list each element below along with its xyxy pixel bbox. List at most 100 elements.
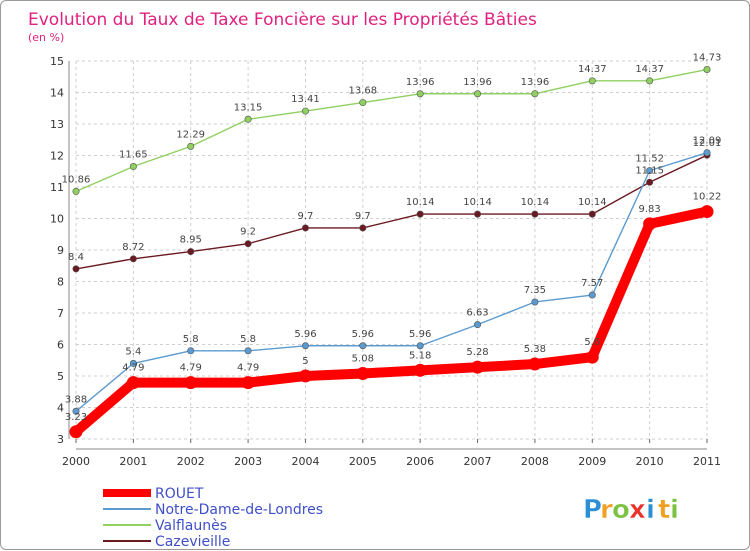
x-tick-label: 2005 (349, 455, 377, 468)
data-label: 13.96 (463, 77, 492, 88)
logo-letter: i (646, 495, 655, 525)
data-label: 7.35 (524, 285, 546, 296)
logo-letter: t (658, 495, 670, 525)
logo-letter: i (670, 495, 679, 525)
data-label: 5.6 (584, 337, 600, 348)
data-label: 9.83 (639, 204, 661, 215)
data-point (129, 359, 137, 367)
data-point (588, 77, 596, 85)
data-point (244, 240, 252, 248)
x-tick-label: 2010 (636, 455, 664, 468)
data-point (359, 99, 367, 107)
x-tick-label: 2011 (693, 455, 721, 468)
legend-label: Valflaunès (155, 518, 227, 534)
data-label: 6.63 (466, 308, 488, 319)
data-point (703, 66, 711, 74)
x-tick-label: 2001 (119, 455, 147, 468)
data-label: 10.14 (406, 197, 435, 208)
y-tick-label: 10 (50, 213, 64, 226)
data-label: 5 (302, 356, 308, 367)
data-label: 10.14 (578, 197, 607, 208)
data-labels: 8.4 8.72 8.95 9.2 9.7 9.7 10.14 10.14 10.14 10.14… (62, 53, 722, 423)
data-point (129, 163, 137, 171)
x-tick-label: 2007 (464, 455, 492, 468)
chart-unit-label: (en %) (28, 31, 64, 44)
data-point (301, 342, 309, 350)
data-label: 8.4 (68, 252, 84, 263)
data-label: 13.96 (406, 77, 435, 88)
data-point (474, 90, 482, 98)
data-point (588, 210, 596, 218)
y-tick-label: 15 (50, 55, 64, 68)
y-tick-label: 4 (57, 402, 64, 415)
logo-letter: o (612, 495, 630, 525)
series-line-valflaun-s (75, 68, 708, 193)
data-label: 13.96 (521, 77, 550, 88)
data-point (703, 149, 711, 157)
data-label: 14.37 (635, 64, 664, 75)
data-point (646, 77, 654, 85)
y-tick-label: 11 (50, 181, 64, 194)
data-point (241, 376, 255, 390)
data-label: 8.72 (122, 242, 144, 253)
x-tick-label: 2006 (406, 455, 434, 468)
data-label: 9.7 (355, 211, 371, 222)
data-label: 9.2 (240, 227, 256, 238)
data-point (69, 425, 83, 439)
data-point (187, 142, 195, 150)
data-point (301, 107, 309, 115)
proxiti-logo: Pr o x i t i (583, 495, 679, 526)
data-point (72, 265, 80, 273)
x-tick-label: 2002 (177, 455, 205, 468)
data-label: 11.15 (635, 165, 664, 176)
data-label: 7.57 (581, 278, 603, 289)
data-point (646, 178, 654, 186)
data-label: 5.4 (125, 346, 141, 357)
data-point (129, 255, 137, 263)
y-tick-label: 6 (57, 339, 64, 352)
data-point (298, 369, 312, 383)
x-tick-label: 2003 (234, 455, 262, 468)
data-label: 13.68 (348, 86, 377, 97)
data-point (359, 224, 367, 232)
x-tick-label: 2004 (291, 455, 319, 468)
data-label: 10.22 (693, 192, 722, 203)
gridlines (75, 60, 708, 440)
series-line-notre-dame-de-londres (75, 151, 708, 412)
series-line-rouet (71, 206, 712, 437)
data-label: 11.52 (635, 154, 664, 165)
y-tick-label: 9 (57, 244, 64, 257)
data-point (585, 350, 599, 364)
series-line-cazevieille (75, 154, 708, 270)
x-tick-label: 2000 (62, 455, 90, 468)
data-label: 4.79 (122, 363, 144, 374)
x-tick-label: 2008 (521, 455, 549, 468)
data-label: 5.8 (183, 334, 199, 345)
data-point (356, 366, 370, 380)
chart-title: Evolution du Taux de Taxe Foncière sur l… (28, 10, 537, 30)
axes: 3 4 5 6 7 8 9 10 11 12 13 14 15 2000 2001 2002 2003 2004 2… (50, 55, 721, 468)
data-label: 3.23 (65, 412, 87, 423)
data-label: 5.38 (524, 344, 546, 355)
data-label: 12.29 (176, 129, 205, 140)
data-point (416, 210, 424, 218)
y-tick-label: 8 (57, 276, 64, 289)
data-point (646, 167, 654, 175)
data-point (187, 248, 195, 256)
data-label: 3.88 (65, 394, 87, 405)
data-label: 14.37 (578, 64, 607, 75)
data-label: 10.86 (62, 174, 91, 185)
data-point (531, 210, 539, 218)
data-label: 9.7 (298, 211, 314, 222)
data-label: 11.65 (119, 150, 148, 161)
data-label: 5.8 (240, 334, 256, 345)
data-label: 4.79 (180, 363, 202, 374)
logo-letter: r (600, 495, 613, 525)
y-tick-label: 7 (57, 307, 64, 320)
data-point (471, 360, 485, 374)
data-label: 12.09 (693, 136, 722, 147)
data-label: 10.14 (521, 197, 550, 208)
data-point (528, 357, 542, 371)
data-point (187, 347, 195, 355)
data-point (301, 224, 309, 232)
